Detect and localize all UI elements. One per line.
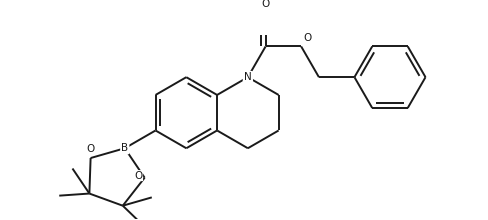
Text: O: O bbox=[134, 170, 142, 181]
Text: O: O bbox=[303, 33, 311, 43]
Text: B: B bbox=[121, 143, 128, 153]
Text: O: O bbox=[262, 0, 270, 9]
Text: N: N bbox=[244, 72, 252, 82]
Text: O: O bbox=[86, 144, 95, 154]
